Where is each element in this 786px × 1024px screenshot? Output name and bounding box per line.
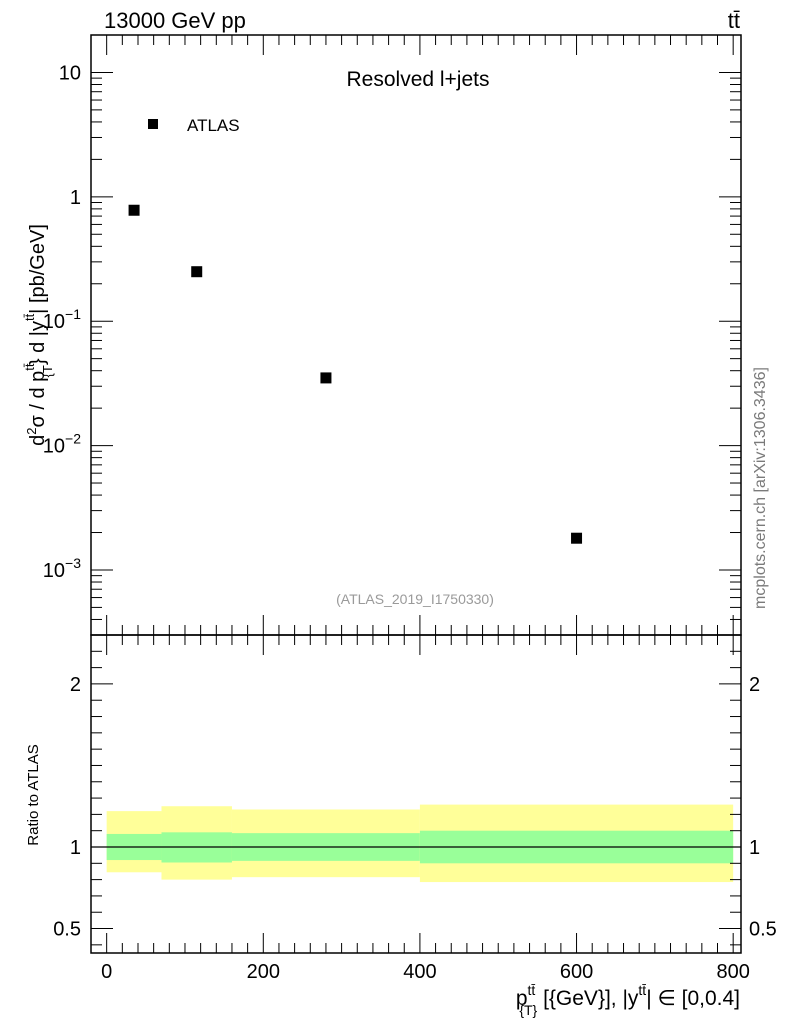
ylabel-sigma: σ / d p: [27, 371, 49, 428]
side-label: mcplots.cern.ch [arXiv:1306.3436]: [752, 367, 769, 609]
xlabel-sup2: tt̄: [638, 982, 646, 998]
header-right: tt̄: [728, 8, 740, 33]
y-tick-label: 1: [70, 187, 81, 209]
svg-text:d2σ / d ptt̄{T} d |ytt̄| [pb/G: d2σ / d ptt̄ {T} d |ytt̄| [pb/GeV]: [22, 224, 55, 446]
xlabel-sup1: tt̄: [528, 982, 536, 998]
ylabel-sup-tt1: tt̄: [22, 363, 37, 371]
y-tick-label: 10−3: [43, 555, 81, 582]
ylabel-unit: | [pb/GeV]: [27, 224, 49, 314]
x-tick-label: 800: [716, 961, 749, 983]
y-tick-label: 10−1: [43, 306, 81, 333]
data-point: [320, 372, 332, 384]
ratio-y-tick-label: 2: [70, 674, 81, 696]
xlabel-p: p: [516, 987, 528, 1010]
y-tick-label: 10: [59, 62, 81, 84]
x-tick-label: 0: [101, 961, 112, 983]
ratio-y-tick-label-right: 2: [749, 674, 760, 696]
x-tick-label: 400: [403, 961, 436, 983]
data-point: [191, 266, 203, 278]
x-tick-label: 600: [560, 961, 593, 983]
ratio-ylabel: Ratio to ATLAS: [25, 744, 42, 845]
ylabel-sup-tt2: tt̄: [22, 313, 37, 321]
main-axis-ticks: 10 1 10−1 10−2 10−3: [43, 34, 741, 636]
data-points: [128, 204, 583, 544]
ylabel-sub-T1: {T: [40, 365, 55, 377]
xlabel-tail: | ∈ [0,0.4]: [646, 987, 740, 1010]
ylabel-d2: d: [27, 435, 49, 446]
ylabel-close: } d |y: [27, 321, 49, 365]
data-point: [571, 532, 583, 544]
x-tick-label: 200: [247, 961, 280, 983]
plot-title: Resolved l+jets: [347, 68, 490, 91]
xlabel-mid: [{GeV}], |y: [537, 987, 639, 1010]
legend-label: ATLAS: [187, 116, 240, 135]
ratio-y-tick-label-right: 1: [749, 837, 760, 859]
data-point: [128, 204, 140, 216]
ratio-y-tick-label-right: 0.5: [749, 919, 777, 941]
ratio-y-tick-label: 0.5: [53, 919, 81, 941]
main-ylabel: d2σ / d ptt̄ {T} d |ytt̄| [pb/GeV]: [22, 224, 55, 446]
header-left: 13000 GeV pp: [104, 8, 246, 33]
ratio-panel-frame: [90, 634, 742, 954]
xlabel-sub1: {T}: [519, 1002, 537, 1018]
analysis-id: (ATLAS_2019_I1750330): [336, 591, 494, 607]
ratio-bands: [91, 804, 741, 883]
ylabel-sup2: 2: [24, 428, 39, 435]
ratio-y-tick-label: 1: [70, 837, 81, 859]
xlabel: ptt̄ {T} [{GeV}], |ytt̄| ∈ [0,0.4]: [516, 982, 740, 1018]
legend-marker: [148, 119, 158, 129]
y-tick-label: 10−2: [43, 431, 81, 458]
